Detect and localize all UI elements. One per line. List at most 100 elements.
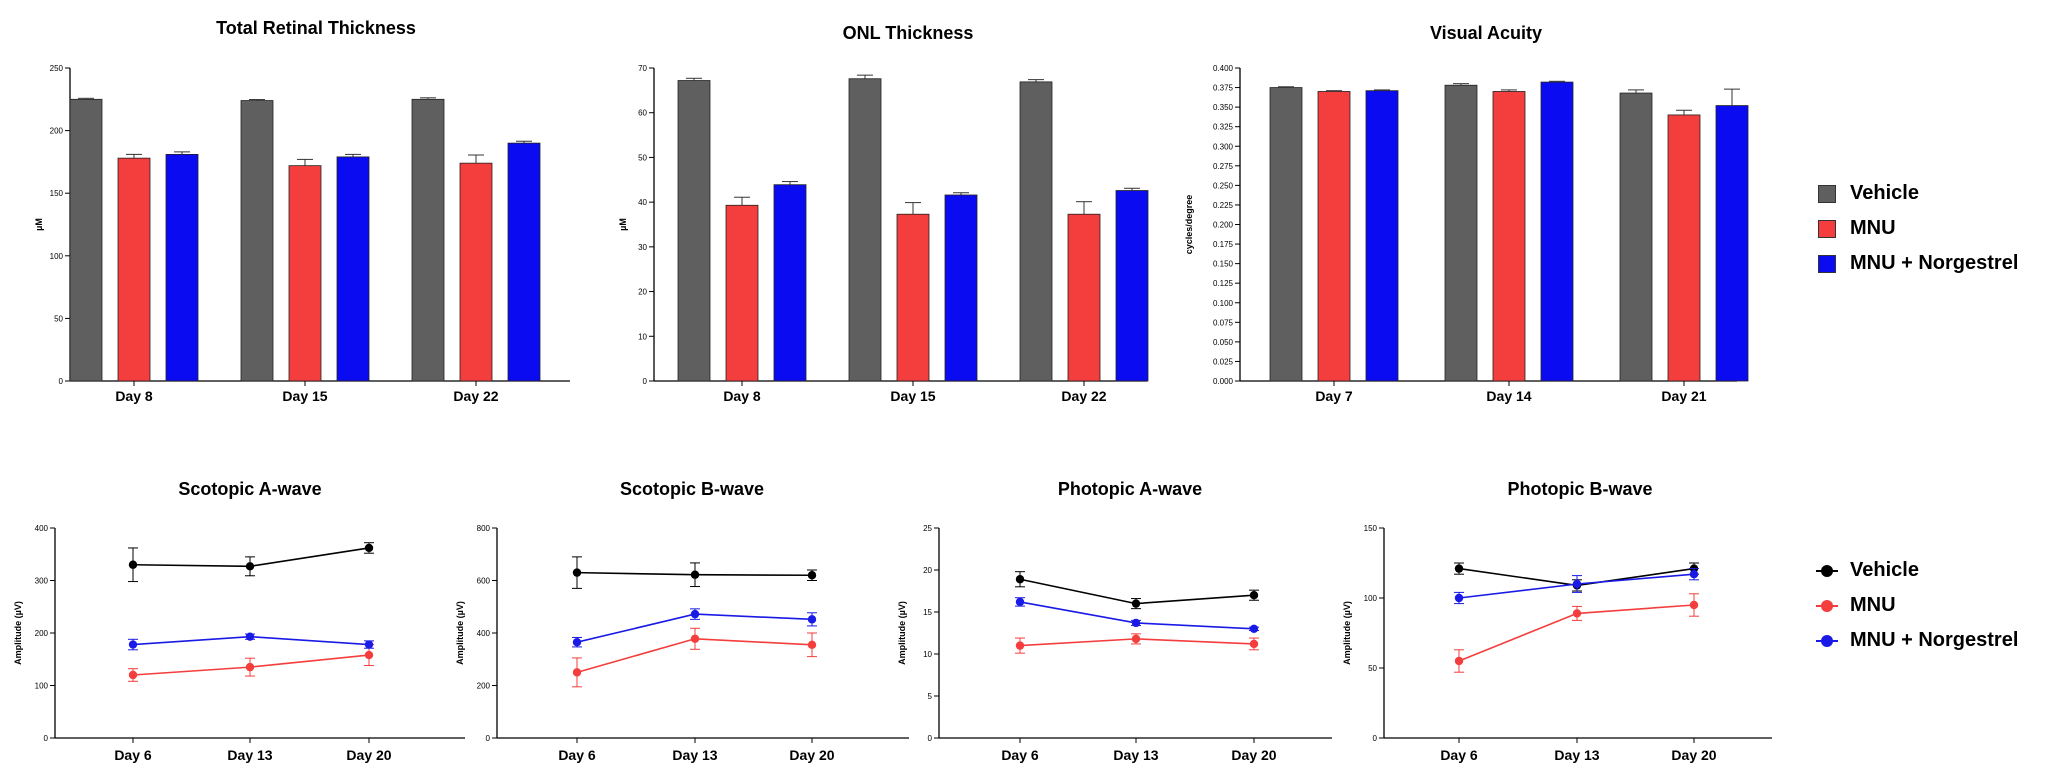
y-tick-label: 600 [477,577,491,586]
y-tick-label: 0.300 [1213,142,1234,151]
x-tick-label: Day 8 [115,388,153,404]
bar-vehicle [848,78,882,382]
y-tick-label: 0.150 [1213,260,1234,269]
data-point-mnu-norgestrel [807,615,817,624]
y-axis-label: µM [34,218,44,231]
y-axis-label: cycles/degree [1184,195,1194,255]
y-tick-label: 0 [44,734,49,743]
y-tick-label: 0.250 [1213,181,1234,190]
chart-photopic-a-wave: Photopic A-wave 0 5 10 15 20 25 Amplitude (µV) D… [897,479,1332,763]
data-point-mnu [1454,656,1464,666]
data-point-mnu [1249,639,1259,649]
bar-mnu-norgestrel [1715,105,1749,382]
x-tick-label: Day 20 [1231,747,1276,763]
data-point-mnu-norgestrel [1454,593,1464,603]
legend-label: MNU + Norgestrel [1850,252,2019,274]
legend-label: MNU [1850,217,1896,239]
y-tick-label: 0.350 [1213,103,1234,112]
y-tick-label: 0.000 [1213,377,1234,386]
data-point-mnu-norgestrel [364,640,374,649]
data-point-mnu [1689,600,1699,610]
y-tick-label: 300 [35,577,49,586]
chart-scotopic-b-wave: Scotopic B-wave 0 200 400 600 800 Amplitude (µ… [455,479,909,763]
data-point-vehicle [1015,575,1025,584]
chart-title: Photopic B-wave [1507,479,1652,499]
legend-item-vehicle: Vehicle [1818,176,2018,211]
data-point-mnu [572,668,582,677]
x-tick-label: Day 22 [1061,388,1106,404]
y-tick-label: 800 [477,524,491,533]
y-tick-label: 0 [643,377,648,386]
data-point-mnu [1131,634,1141,644]
bar-mnu [1317,91,1351,382]
x-tick-label: Day 20 [789,747,834,763]
data-point-mnu [807,640,817,650]
y-tick-label: 0.075 [1213,318,1234,327]
y-axis-label: Amplitude (µV) [1342,601,1352,665]
x-tick-label: Day 15 [890,388,935,404]
data-point-mnu-norgestrel [245,632,255,641]
x-tick-label: Day 15 [282,388,327,404]
line-legend: Vehicle MNU MNU + Norgestrel [1816,553,2018,658]
bar-mnu-norgestrel [773,184,807,382]
bar-mnu-norgestrel [165,153,199,382]
data-point-vehicle [128,560,138,569]
bar-mnu-norgestrel [336,156,370,382]
data-point-mnu-norgestrel [1249,624,1259,633]
y-tick-label: 0.050 [1213,338,1234,347]
data-point-vehicle [364,543,374,553]
data-point-vehicle [690,570,700,579]
y-tick-label: 100 [1364,594,1378,603]
y-tick-label: 5 [928,692,933,701]
legend-swatch [1818,184,1836,203]
y-tick-label: 0 [1373,734,1378,743]
y-tick-label: 0.125 [1213,279,1234,288]
bar-mnu [117,157,151,382]
x-tick-label: Day 6 [1001,747,1039,763]
y-tick-label: 40 [638,198,647,207]
x-tick-label: Day 21 [1661,388,1706,404]
y-tick-label: 0.375 [1213,84,1234,93]
y-tick-label: 0.200 [1213,221,1234,230]
y-tick-label: 0 [486,734,491,743]
y-tick-label: 150 [1364,524,1378,533]
y-tick-label: 0.225 [1213,201,1234,210]
y-tick-label: 400 [477,629,491,638]
bar-mnu [288,165,322,382]
bar-mnu [725,204,759,382]
y-tick-label: 0.325 [1213,123,1234,132]
legend-item-mnu: MNU [1818,211,2018,246]
data-point-mnu [364,650,374,660]
bar-mnu [896,213,930,382]
y-axis-label: Amplitude (µV) [13,601,23,665]
bar-vehicle [677,80,711,382]
y-tick-label: 400 [35,524,49,533]
chart-title: Scotopic A-wave [178,479,321,499]
bar-mnu [459,162,493,382]
data-point-mnu [128,670,138,680]
y-tick-label: 30 [638,243,647,252]
x-tick-label: Day 13 [1554,747,1599,763]
data-point-mnu-norgestrel [1689,570,1699,579]
bar-vehicle [411,98,445,382]
legend-marker [1816,634,1838,648]
y-tick-label: 20 [923,566,932,575]
data-point-vehicle [572,568,582,577]
y-tick-label: 0.100 [1213,299,1234,308]
x-tick-label: Day 6 [1440,747,1478,763]
y-tick-label: 15 [923,608,932,617]
data-point-mnu [1572,609,1582,618]
x-tick-label: Day 7 [1315,388,1353,404]
y-tick-label: 100 [50,252,64,261]
y-tick-label: 60 [638,109,647,118]
bar-mnu-norgestrel [1540,81,1574,382]
legend-label: MNU [1850,594,1896,616]
data-point-mnu-norgestrel [1015,597,1025,607]
bar-vehicle [1444,84,1478,382]
x-tick-label: Day 14 [1486,388,1531,404]
chart-title: Photopic A-wave [1058,479,1202,499]
y-tick-label: 250 [50,64,64,73]
data-point-mnu-norgestrel [1572,579,1582,589]
